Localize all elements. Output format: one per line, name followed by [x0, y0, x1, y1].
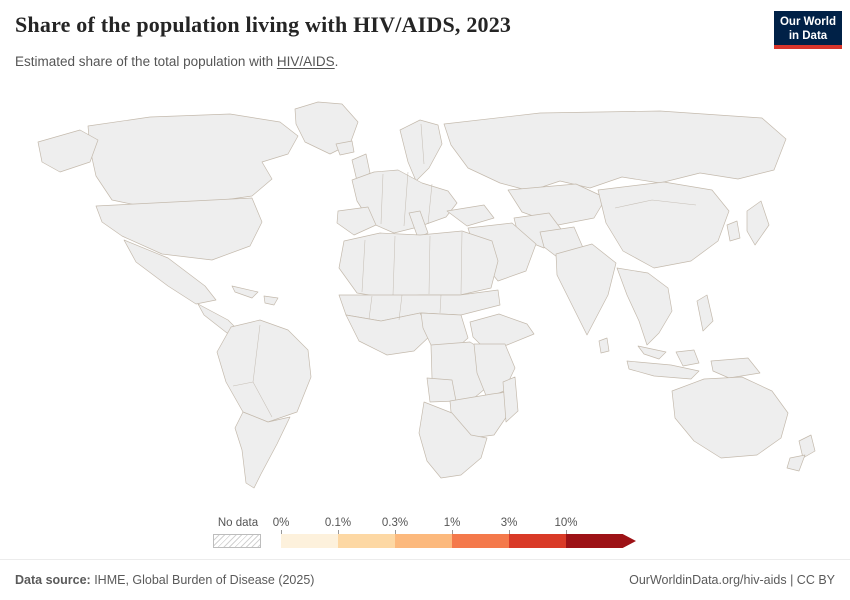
- map-region-west-africa[interactable]: [345, 312, 432, 356]
- map-region-iceland[interactable]: [335, 140, 355, 156]
- legend-tickmark: [395, 530, 396, 534]
- country-borders: [232, 123, 697, 418]
- data-source-label: Data source:: [15, 573, 91, 587]
- map-region-italy[interactable]: [408, 210, 429, 239]
- map-legend: No data 0% 0.1% 0.3% 1% 3% 10%: [0, 517, 850, 555]
- legend-no-data-label: No data: [217, 517, 259, 529]
- map-region-madagascar[interactable]: [502, 376, 519, 423]
- legend-tick-5: 10%: [554, 517, 578, 529]
- legend-tick-3: 1%: [443, 517, 461, 529]
- map-region-borneo[interactable]: [675, 349, 700, 367]
- map-region-papua-new-guinea[interactable]: [710, 357, 761, 379]
- world-choropleth-map: [37, 101, 816, 489]
- map-region-philippines[interactable]: [696, 294, 714, 332]
- owid-url-license[interactable]: OurWorldinData.org/hiv-aids | CC BY: [629, 573, 835, 587]
- map-region-australia[interactable]: [671, 376, 789, 459]
- map-region-north-africa[interactable]: [338, 230, 499, 299]
- hiv-aids-link[interactable]: HIV/AIDS: [276, 54, 335, 69]
- legend-color-bar-group: 0% 0.1% 0.3% 1% 3% 10%: [273, 517, 637, 555]
- map-region-japan[interactable]: [746, 200, 770, 246]
- map-region-hispaniola[interactable]: [263, 295, 279, 306]
- legend-color-bar: [281, 534, 636, 548]
- legend-no-data-swatch[interactable]: [213, 534, 261, 548]
- map-region-south-america-north[interactable]: [216, 319, 312, 423]
- map-region-new-zealand-south[interactable]: [786, 454, 806, 472]
- map-region-china[interactable]: [597, 181, 730, 269]
- legend-bin-0[interactable]: [281, 534, 338, 548]
- owid-logo-line2: in Data: [788, 30, 828, 42]
- map-region-united-kingdom[interactable]: [351, 153, 371, 182]
- legend-tick-0: 0%: [272, 517, 290, 529]
- legend-tick-1: 0.1%: [324, 517, 352, 529]
- map-region-argentina[interactable]: [234, 411, 291, 489]
- map-region-central-asia[interactable]: [507, 183, 607, 226]
- owid-logo[interactable]: Our World in Data: [774, 11, 842, 49]
- legend-tickmark: [338, 530, 339, 534]
- map-region-canada[interactable]: [87, 113, 299, 209]
- legend-tick-4: 3%: [500, 517, 518, 529]
- legend-bin-4[interactable]: [509, 534, 566, 548]
- chart-subtitle: Estimated share of the total population …: [15, 54, 338, 69]
- legend-bin-2[interactable]: [395, 534, 452, 548]
- legend-bin-5-arrow[interactable]: [566, 534, 636, 548]
- map-region-angola[interactable]: [426, 377, 457, 403]
- legend-tickmark: [509, 530, 510, 534]
- map-region-india[interactable]: [555, 243, 617, 336]
- owid-logo-line1: Our World: [779, 16, 836, 28]
- subtitle-period: .: [334, 54, 339, 69]
- map-region-indonesia[interactable]: [626, 360, 700, 380]
- map-region-new-zealand-north[interactable]: [798, 434, 816, 459]
- map-region-southeast-asia[interactable]: [616, 267, 673, 346]
- data-source-text: IHME, Global Burden of Disease (2025): [90, 573, 315, 587]
- map-region-malaysia[interactable]: [637, 345, 667, 360]
- legend-tickmark: [281, 530, 282, 534]
- map-region-turkey[interactable]: [446, 204, 495, 227]
- map-region-cuba[interactable]: [231, 285, 259, 299]
- chart-footer: Data source: IHME, Global Burden of Dise…: [0, 559, 850, 600]
- data-source-note: Data source: IHME, Global Burden of Dise…: [15, 573, 314, 587]
- map-region-horn-of-africa[interactable]: [469, 313, 535, 352]
- map-region-mexico[interactable]: [123, 239, 217, 305]
- owid-logo-accent-bar: [774, 45, 842, 49]
- legend-tickmark: [566, 530, 567, 534]
- map-region-russia[interactable]: [443, 110, 787, 192]
- legend-tick-2: 0.3%: [381, 517, 409, 529]
- legend-tickmark: [452, 530, 453, 534]
- subtitle-text: Estimated share of the total population …: [15, 54, 277, 69]
- legend-bin-3[interactable]: [452, 534, 509, 548]
- map-region-united-states[interactable]: [95, 197, 263, 261]
- map-region-iberia[interactable]: [336, 206, 377, 236]
- legend-bin-1[interactable]: [338, 534, 395, 548]
- map-region-southern-africa[interactable]: [418, 401, 488, 479]
- map-region-korea[interactable]: [726, 220, 741, 242]
- page-title: Share of the population living with HIV/…: [15, 12, 512, 37]
- map-region-sri-lanka[interactable]: [598, 337, 610, 354]
- map-region-scandinavia[interactable]: [399, 119, 443, 182]
- map-region-alaska[interactable]: [37, 129, 99, 173]
